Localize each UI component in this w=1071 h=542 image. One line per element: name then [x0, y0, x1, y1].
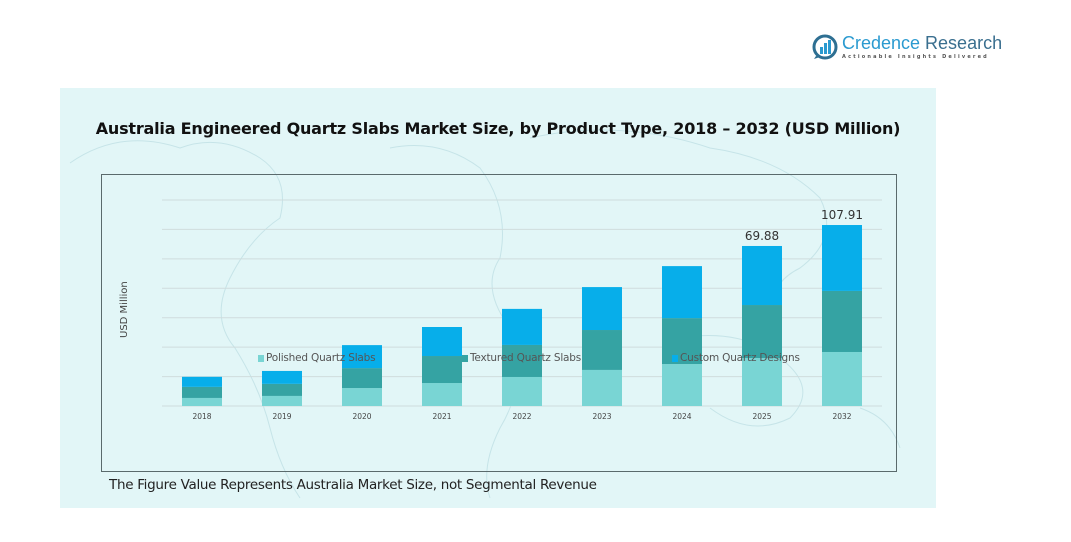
- data-label-2025: 69.88: [745, 229, 779, 243]
- world-map-background: [69, 129, 901, 499]
- chart-title: Australia Engineered Quartz Slabs Market…: [95, 119, 901, 138]
- bar-custom-2022: [502, 308, 542, 345]
- bar-textured-2023: [582, 330, 622, 370]
- bar-custom-2023: [582, 287, 622, 331]
- x-tick-label: 2018: [192, 412, 211, 421]
- x-tick-label: 2021: [432, 412, 451, 421]
- bar-polished-2023: [582, 369, 622, 406]
- bar-textured-2022: [502, 344, 542, 377]
- legend-label-custom: Custom Quartz Designs: [680, 352, 800, 364]
- brand-name-part1: Credence: [842, 33, 921, 53]
- x-tick-label: 2020: [352, 412, 371, 421]
- legend-swatch-textured: [462, 354, 468, 362]
- bar-textured-2024: [662, 318, 702, 365]
- bar-polished-2020: [342, 388, 382, 406]
- x-tick-label: 2023: [592, 412, 611, 421]
- x-tick-label: 2024: [672, 412, 691, 421]
- bar-custom-2021: [422, 326, 462, 357]
- bar-polished-2018: [182, 397, 222, 406]
- footnote: The Figure Value Represents Australia Ma…: [109, 477, 597, 493]
- bar-custom-2020: [342, 345, 382, 369]
- bar-custom-2019: [262, 370, 302, 384]
- bar-textured-2032: [822, 290, 862, 352]
- bar-polished-2024: [662, 364, 702, 406]
- legend-swatch-custom: [672, 354, 678, 362]
- legend-label-polished: Polished Quartz Slabs: [266, 352, 376, 364]
- legend-swatch-polished: [258, 354, 264, 362]
- bar-textured-2025: [742, 305, 782, 359]
- bar-custom-2032: [822, 225, 862, 291]
- legend-item-polished: Polished Quartz Slabs: [258, 352, 376, 364]
- x-tick-label: 2025: [752, 412, 771, 421]
- bar-textured-2021: [422, 356, 462, 384]
- bar-textured-2019: [262, 383, 302, 396]
- x-tick-label: 2032: [832, 412, 851, 421]
- legend-label-textured: Textured Quartz Slabs: [470, 352, 582, 364]
- bar-polished-2032: [822, 351, 862, 406]
- bar-textured-2018: [182, 386, 222, 398]
- data-label-2032: 107.91: [821, 208, 863, 222]
- bar-polished-2019: [262, 395, 302, 406]
- x-tick-label: 2022: [512, 412, 531, 421]
- legend-item-textured: Textured Quartz Slabs: [462, 352, 581, 364]
- credence-logo-icon: [812, 34, 838, 60]
- x-tick-label: 2019: [272, 412, 291, 421]
- bar-textured-2020: [342, 368, 382, 389]
- brand-logo: Credence Research Actionable Insights De…: [812, 34, 1002, 60]
- bar-polished-2025: [742, 358, 782, 406]
- bar-custom-2018: [182, 376, 222, 387]
- stacked-bar-chart: 2018 2019 2020 2021 2022 2023 2024 2025 69.88 203…: [162, 199, 882, 421]
- bar-custom-2024: [662, 266, 702, 319]
- chart-frame: [101, 174, 897, 472]
- bar-polished-2022: [502, 376, 542, 406]
- bar-custom-2025: [742, 245, 782, 306]
- chart-panel: Australia Engineered Quartz Slabs Market…: [60, 88, 936, 508]
- brand-name: Credence Research: [842, 34, 1002, 52]
- y-axis-label: USD Million: [119, 281, 130, 338]
- bar-polished-2021: [422, 383, 462, 406]
- brand-name-part2: Research: [920, 33, 1003, 53]
- brand-tagline: Actionable Insights Delivered: [842, 54, 989, 60]
- legend-item-custom: Custom Quartz Designs: [672, 352, 800, 364]
